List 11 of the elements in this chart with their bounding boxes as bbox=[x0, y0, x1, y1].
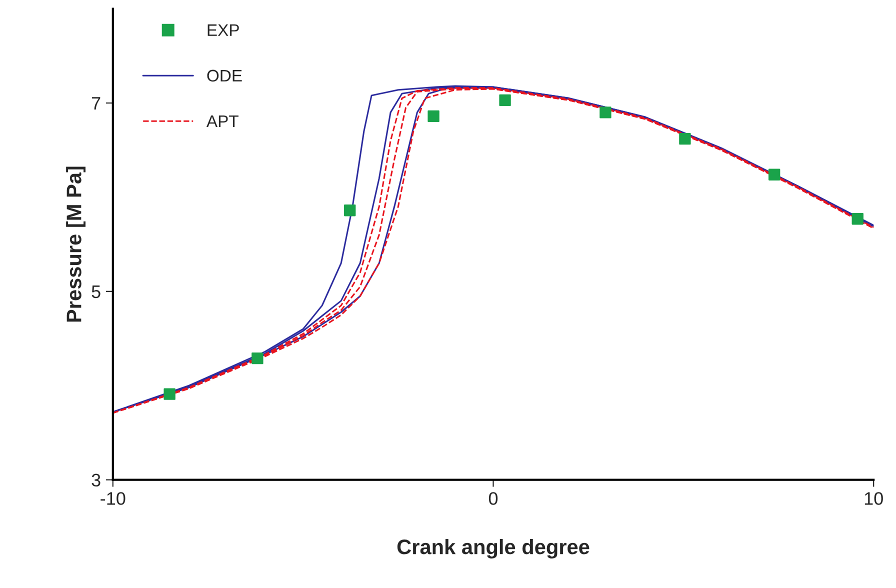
x-tick-label: -10 bbox=[100, 492, 126, 505]
y-tick-label: 3 bbox=[92, 474, 100, 487]
legend-label: APT bbox=[206, 116, 238, 127]
x-tick-label: 0 bbox=[488, 492, 498, 505]
x-axis-title: Crank angle degree bbox=[397, 539, 590, 559]
legend-label: ODE bbox=[207, 70, 242, 82]
x-tick-label: 10 bbox=[864, 492, 883, 505]
y-tick-label: 7 bbox=[92, 97, 100, 110]
legend-label: EXP bbox=[208, 24, 239, 36]
y-tick-label: 5 bbox=[92, 286, 100, 298]
y-axis-title: Pressure [M Pa] bbox=[66, 166, 86, 322]
